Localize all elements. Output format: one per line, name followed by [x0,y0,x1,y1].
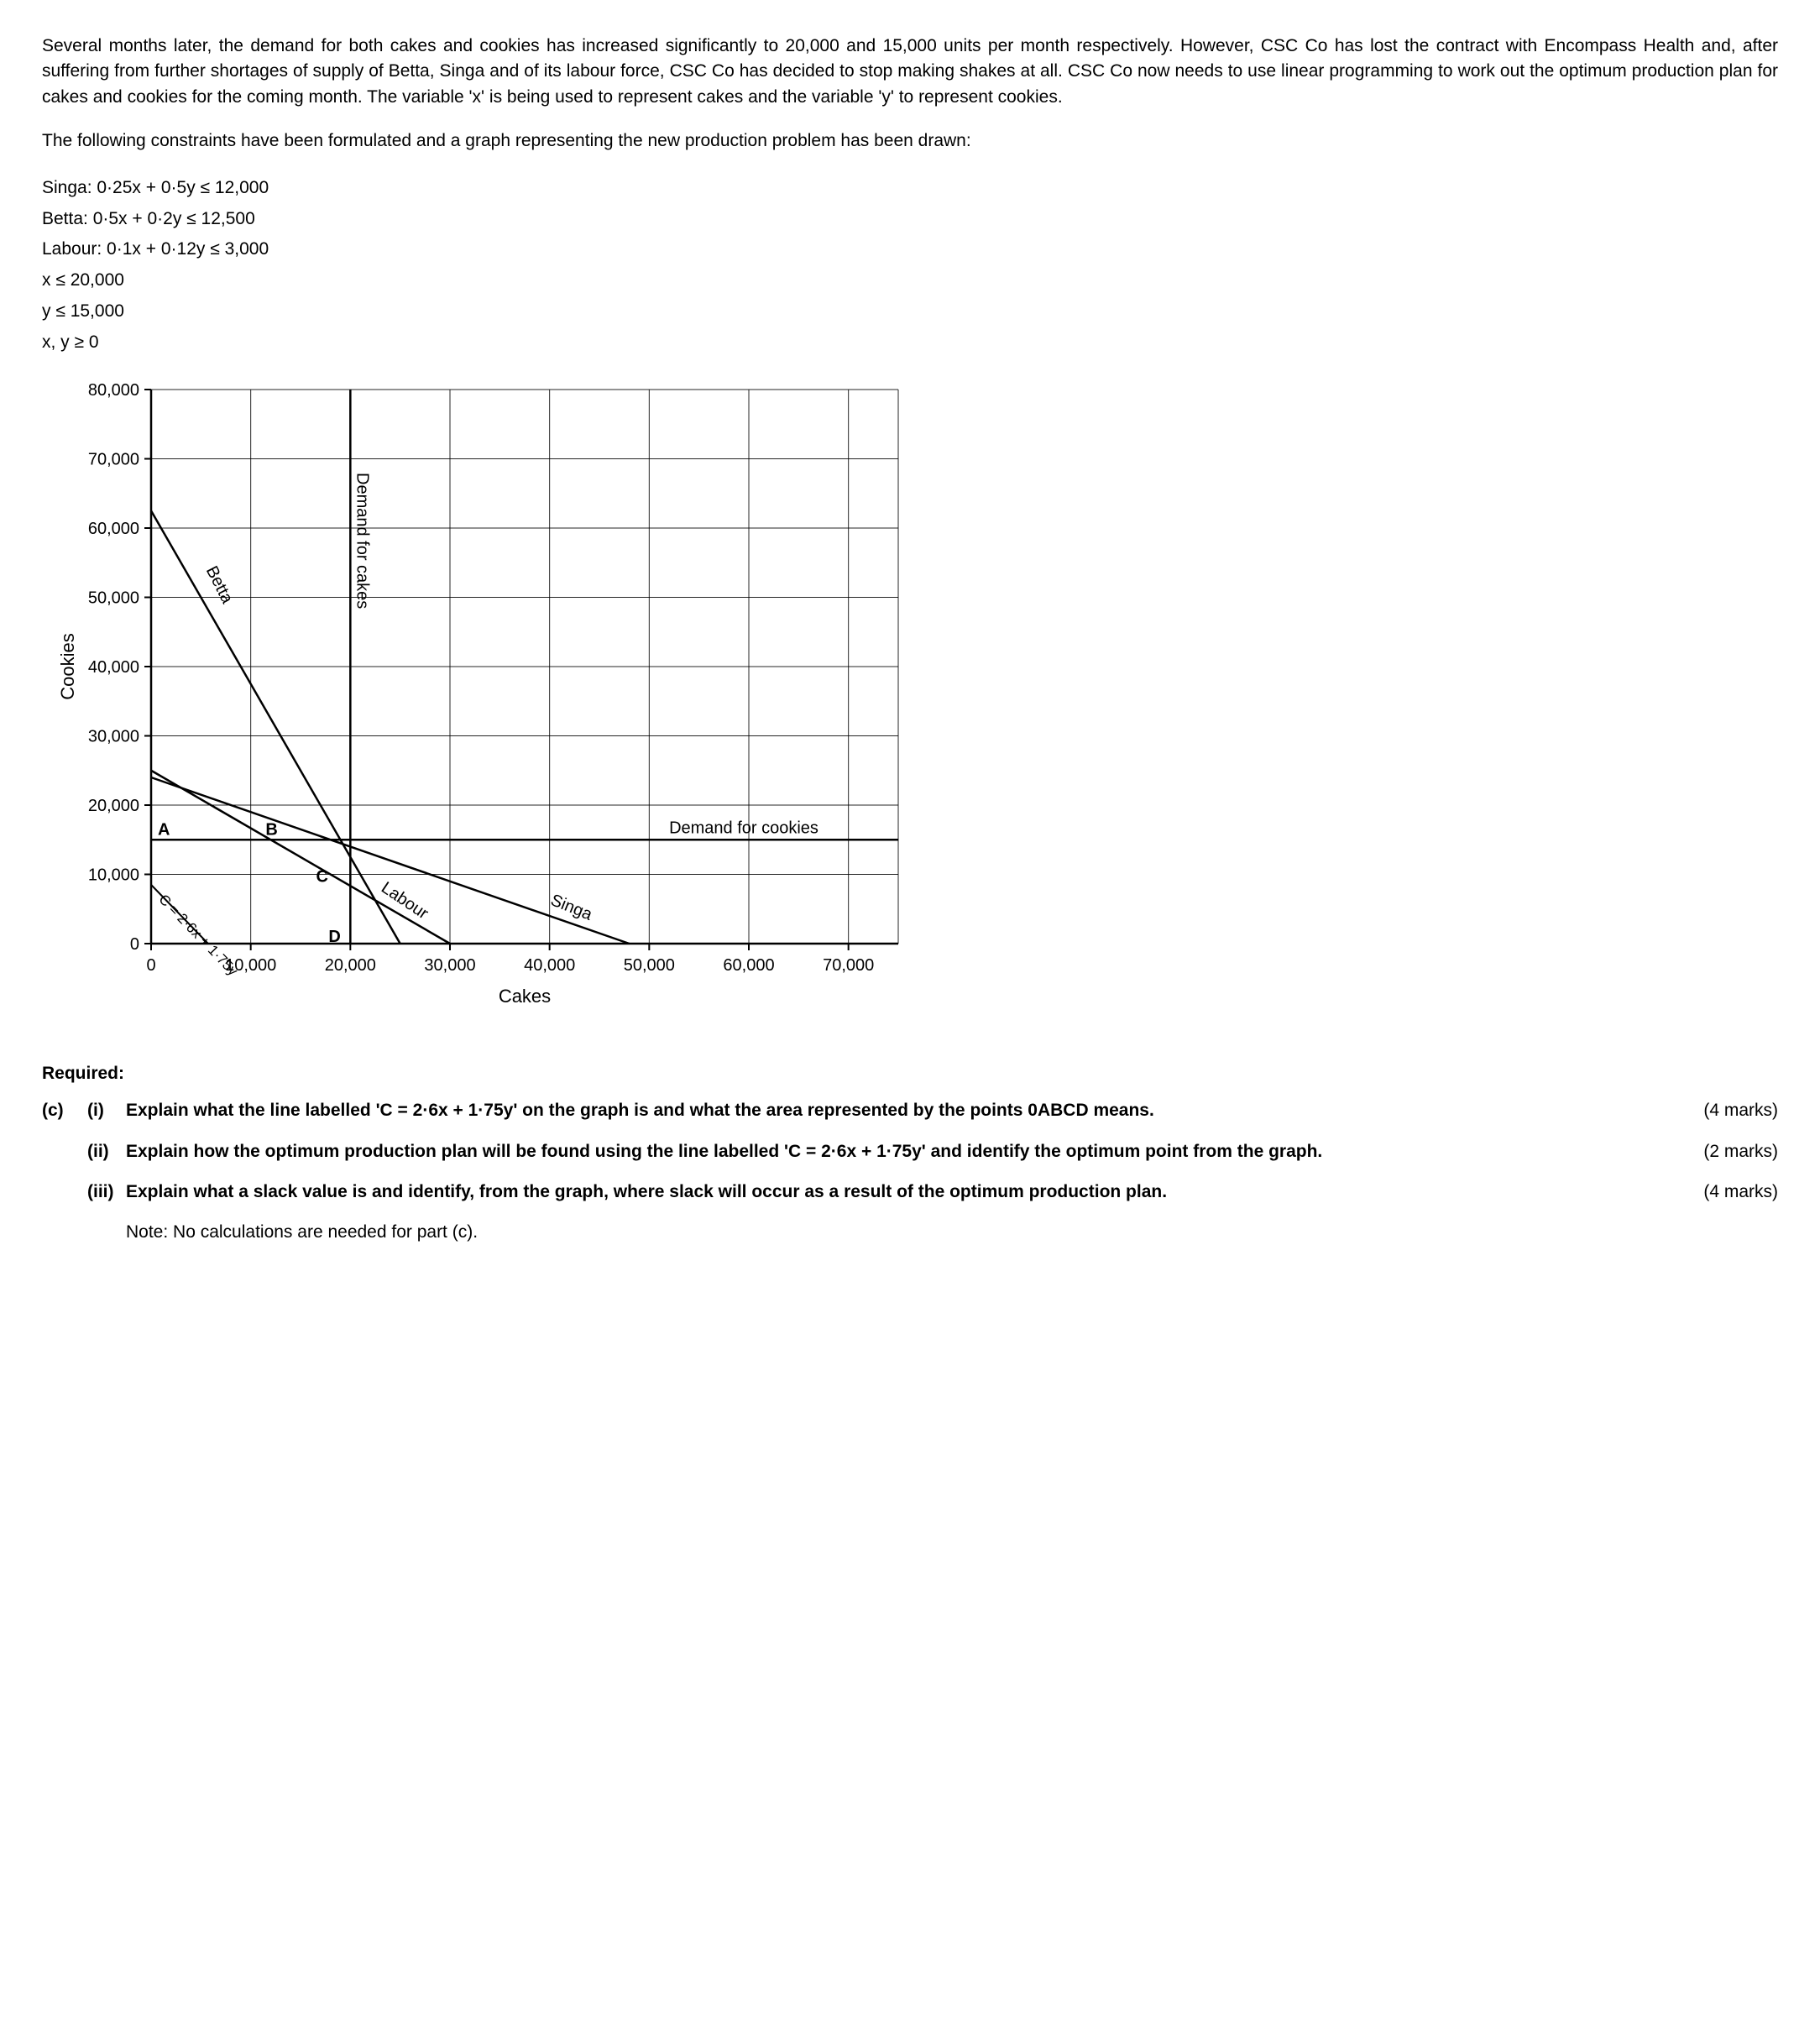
svg-text:Cakes: Cakes [499,986,551,1007]
svg-text:70,000: 70,000 [823,956,874,975]
svg-text:Singa: Singa [548,891,595,924]
intro-paragraph-1: Several months later, the demand for bot… [42,34,1778,110]
req-c-i: (c) (i) Explain what the line labelled '… [42,1098,1778,1123]
svg-text:30,000: 30,000 [88,728,139,746]
req-ii-text: Explain how the optimum production plan … [126,1139,1778,1164]
req-part-letter: (c) [42,1098,87,1123]
svg-text:40,000: 40,000 [88,658,139,677]
req-note: Note: No calculations are needed for par… [126,1220,1778,1245]
lp-chart-svg: 0 10,000 20,000 30,000 40,000 50,000 60,000 70,… [42,373,915,1028]
req-ii-num: (ii) [87,1139,126,1164]
req-iii-marks: (4 marks) [1703,1180,1778,1205]
constraints-block: Singa: 0·25x + 0·5y ≤ 12,000 Betta: 0·5x… [42,173,1778,358]
constraint-y: y ≤ 15,000 [42,296,1778,327]
req-iii-text: Explain what a slack value is and identi… [126,1180,1778,1205]
req-ii-marks: (2 marks) [1703,1139,1778,1164]
lp-chart: 0 10,000 20,000 30,000 40,000 50,000 60,000 70,… [42,373,1778,1035]
svg-text:50,000: 50,000 [624,956,675,975]
svg-text:10,000: 10,000 [88,866,139,885]
svg-text:80,000: 80,000 [88,381,139,400]
intro-paragraph-2: The following constraints have been form… [42,128,1778,154]
svg-text:70,000: 70,000 [88,451,139,469]
req-iii-num: (iii) [87,1180,126,1205]
req-i-marks: (4 marks) [1703,1098,1778,1123]
req-i-text: Explain what the line labelled 'C = 2·6x… [126,1098,1778,1123]
constraint-nonneg: x, y ≥ 0 [42,327,1778,358]
req-i-num: (i) [87,1098,126,1123]
svg-text:60,000: 60,000 [88,520,139,538]
constraint-x: x ≤ 20,000 [42,265,1778,296]
constraint-singa: Singa: 0·25x + 0·5y ≤ 12,000 [42,173,1778,204]
svg-text:60,000: 60,000 [723,956,774,975]
svg-text:30,000: 30,000 [424,956,475,975]
req-c-ii: (ii) Explain how the optimum production … [42,1139,1778,1164]
svg-text:C: C [316,868,328,887]
svg-text:50,000: 50,000 [88,589,139,608]
required-heading: Required: [42,1061,1778,1086]
svg-text:0: 0 [130,935,139,954]
req-c-iii: (iii) Explain what a slack value is and … [42,1180,1778,1205]
svg-text:Betta: Betta [202,563,237,607]
svg-text:20,000: 20,000 [88,797,139,815]
svg-text:D: D [328,928,340,946]
svg-text:20,000: 20,000 [325,956,376,975]
svg-text:A: A [158,821,170,840]
svg-text:Demand for cookies: Demand for cookies [669,819,818,838]
svg-text:Demand for cakes: Demand for cakes [353,473,371,609]
constraint-labour: Labour: 0·1x + 0·12y ≤ 3,000 [42,234,1778,265]
svg-text:C = 2·6x + 1·75y: C = 2·6x + 1·75y [155,892,241,980]
constraint-betta: Betta: 0·5x + 0·2y ≤ 12,500 [42,204,1778,235]
svg-text:B: B [265,821,277,840]
svg-text:Cookies: Cookies [57,634,78,700]
svg-text:0: 0 [146,956,155,975]
svg-text:40,000: 40,000 [524,956,575,975]
